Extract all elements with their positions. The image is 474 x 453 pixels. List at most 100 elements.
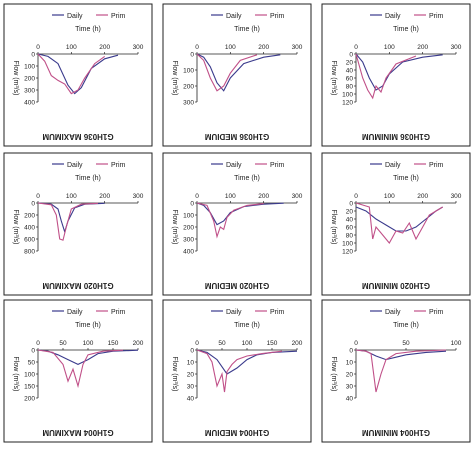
x-tick-label: 200 [417, 193, 428, 200]
x-tick-label: 100 [384, 44, 395, 51]
y-tick-label: 50 [28, 360, 36, 367]
legend-label: Prim [270, 309, 285, 316]
y-tick-label: 100 [342, 92, 353, 99]
x-tick-label: 200 [99, 193, 110, 200]
y-tick-label: 120 [342, 100, 353, 107]
series-line [355, 53, 417, 100]
legend-label: Prim [429, 162, 444, 169]
series-line [355, 202, 443, 244]
y-tick-label: 0 [349, 201, 353, 208]
x-tick-label: 50 [218, 340, 226, 347]
y-tick-label: 0 [349, 52, 353, 59]
y-tick-label: 200 [24, 76, 35, 83]
y-tick-label: 400 [24, 225, 35, 232]
y-tick-label: 80 [346, 233, 354, 240]
y-tick-label: 400 [183, 249, 194, 256]
x-tick-label: 100 [83, 340, 94, 347]
x-tick-label: 50 [59, 340, 67, 347]
x-tick-label: 0 [195, 340, 199, 347]
legend-label: Daily [226, 13, 242, 20]
y-tick-label: 30 [346, 384, 354, 391]
y-tick-label: 60 [346, 76, 354, 83]
chart-title: G1H036 MAXIMUM [42, 132, 113, 141]
chart-title: G1H004 MAXIMUM [42, 428, 113, 437]
legend-label: Daily [67, 309, 83, 316]
y-tick-label: 100 [24, 64, 35, 71]
x-axis-label: Time (h) [393, 322, 419, 329]
y-tick-label: 300 [183, 100, 194, 107]
x-axis-label: Time (h) [75, 322, 101, 329]
chart-title: G1H036 MINIMUM [362, 132, 430, 141]
y-tick-label: 200 [183, 225, 194, 232]
y-tick-label: 20 [346, 209, 354, 216]
legend-label: Prim [111, 309, 126, 316]
y-tick-label: 400 [24, 100, 35, 107]
x-tick-label: 300 [133, 193, 144, 200]
y-tick-label: 600 [24, 237, 35, 244]
legend-label: Prim [111, 162, 126, 169]
legend-label: Prim [111, 13, 126, 20]
panel-frame [321, 3, 471, 147]
x-tick-label: 300 [292, 44, 303, 51]
series-line [37, 202, 99, 241]
chart-title: G1H036 MEDIUM [204, 132, 269, 141]
y-tick-label: 0 [349, 348, 353, 355]
x-tick-label: 150 [267, 340, 278, 347]
x-tick-label: 100 [451, 340, 462, 347]
x-tick-label: 200 [133, 340, 144, 347]
y-axis-label: Flow (m³/s) [330, 357, 337, 392]
series-line [37, 53, 119, 95]
panel-frame [162, 3, 312, 147]
x-tick-label: 100 [66, 44, 77, 51]
y-tick-label: 40 [346, 396, 354, 403]
x-tick-label: 200 [258, 193, 269, 200]
y-tick-label: 0 [190, 201, 194, 208]
x-tick-label: 100 [66, 193, 77, 200]
series-line [196, 53, 258, 92]
panel-frame [3, 152, 153, 296]
chart-panel: Daily Prim Time (h) 0 100 200 300 0 200 400 600 800… [3, 152, 153, 296]
y-axis-label: Flow (m³/s) [12, 357, 19, 392]
y-tick-label: 200 [24, 396, 35, 403]
y-tick-label: 0 [31, 201, 35, 208]
y-tick-label: 0 [31, 52, 35, 59]
x-tick-label: 0 [36, 44, 40, 51]
legend-label: Daily [385, 309, 401, 316]
x-tick-label: 200 [292, 340, 303, 347]
x-tick-label: 0 [195, 193, 199, 200]
legend-label: Prim [270, 162, 285, 169]
y-tick-label: 800 [24, 249, 35, 256]
chart-title: G1H020 MINIMUM [362, 281, 430, 290]
x-tick-label: 0 [354, 193, 358, 200]
panel-frame [162, 299, 312, 443]
series-line [355, 206, 443, 232]
x-axis-label: Time (h) [234, 26, 260, 33]
chart-title: G1H020 MEDIUM [204, 281, 269, 290]
x-tick-label: 300 [292, 193, 303, 200]
y-tick-label: 60 [346, 225, 354, 232]
chart-panel: Daily Prim Time (h) 0 100 200 300 0 100 200 300 Flo… [162, 3, 312, 147]
y-tick-label: 20 [346, 372, 354, 379]
panel-frame [162, 152, 312, 296]
panel-frame [3, 3, 153, 147]
series-line [196, 202, 264, 239]
y-tick-label: 30 [187, 384, 195, 391]
chart-panel: Daily Prim Time (h) 0 50 100 0 10 20 30 40 Flow (m³… [321, 299, 471, 443]
y-axis-label: Flow (m³/s) [330, 61, 337, 96]
x-axis-label: Time (h) [234, 322, 260, 329]
y-tick-label: 100 [183, 68, 194, 75]
x-tick-label: 200 [99, 44, 110, 51]
y-axis-label: Flow (m³/s) [171, 61, 178, 96]
series-line [37, 53, 106, 95]
chart-panel: Daily Prim Time (h) 0 100 200 300 0 100 200 300 400… [3, 3, 153, 147]
y-tick-label: 40 [187, 396, 195, 403]
chart-title: G1H004 MEDIUM [204, 428, 269, 437]
y-tick-label: 0 [190, 348, 194, 355]
y-tick-label: 200 [24, 213, 35, 220]
x-axis-label: Time (h) [75, 175, 101, 182]
legend-label: Prim [270, 13, 285, 20]
y-tick-label: 100 [342, 241, 353, 248]
